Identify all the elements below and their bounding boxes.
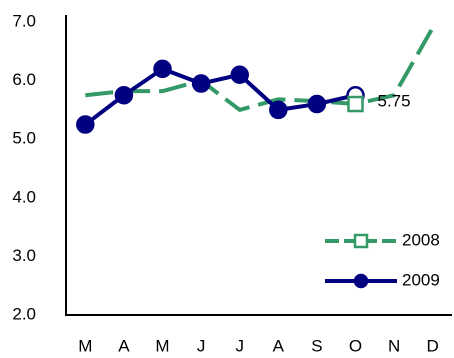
legend-label: 2008 [402, 230, 440, 249]
x-tick-label: M [78, 336, 92, 355]
x-tick-label: J [197, 336, 206, 355]
x-tick-label: M [155, 336, 169, 355]
y-tick-label: 2.0 [12, 304, 36, 323]
x-tick-label: N [388, 336, 400, 355]
marker [230, 65, 249, 84]
legend-item: 2009 [325, 270, 440, 289]
legend-label: 2009 [402, 270, 440, 289]
marker [114, 86, 134, 105]
marker [153, 59, 172, 79]
y-tick-label: 3.0 [12, 246, 36, 265]
data-label: 5.75 [378, 92, 411, 111]
y-tick-label: 6.0 [12, 70, 36, 89]
x-tick-label: J [235, 336, 244, 355]
marker [76, 115, 95, 134]
x-tick-label: A [118, 336, 130, 355]
legend-marker [353, 233, 369, 249]
x-tick-label: A [273, 336, 285, 355]
x-tick-label: D [427, 336, 439, 355]
x-tick-label: O [349, 336, 362, 355]
series-line [85, 26, 435, 112]
y-tick-label: 4.0 [12, 187, 36, 206]
y-tick-label: 7.0 [12, 11, 36, 30]
legend-item: 2008 [325, 230, 440, 249]
marker [307, 94, 327, 114]
marker [347, 95, 364, 113]
y-tick-label: 5.0 [12, 129, 36, 148]
x-tick-label: S [311, 336, 322, 355]
marker [269, 100, 288, 120]
legend-marker [353, 273, 369, 289]
marker [191, 74, 211, 93]
